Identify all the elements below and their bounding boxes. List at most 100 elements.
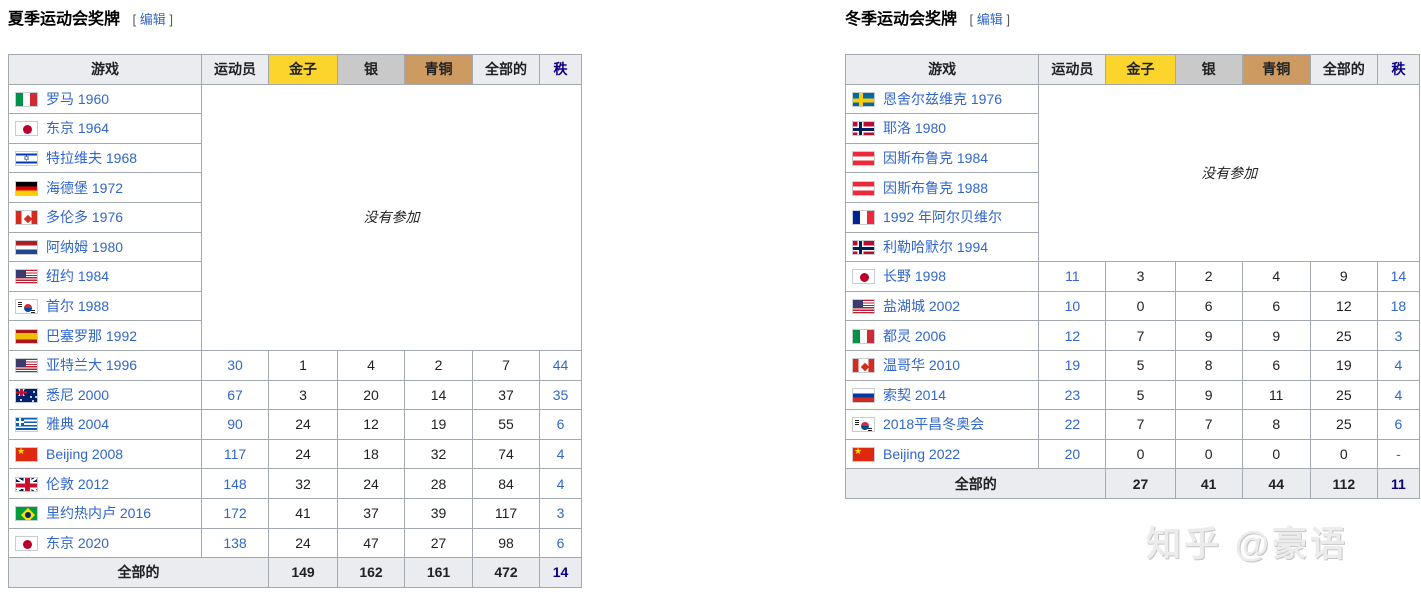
- col-header-total: 全部的: [1309, 54, 1378, 85]
- games-link[interactable]: 悉尼 2000: [46, 386, 110, 403]
- flag-netherlands-icon: [15, 239, 38, 255]
- rank-cell: 6: [1376, 409, 1421, 440]
- flag-brazil-icon: [15, 506, 38, 522]
- games-link[interactable]: 纽约 1984: [46, 268, 110, 285]
- gold-cell: 7: [1105, 320, 1176, 351]
- table-row: 雅典 2004 90 24 12 19 55 6: [8, 409, 582, 440]
- bronze-cell: 8: [1241, 409, 1311, 440]
- total-row: 全部的 27 41 44 112 11: [844, 468, 1421, 499]
- summer-edit-section: [ 编辑 ]: [132, 12, 173, 27]
- flag-israel-icon: [15, 151, 38, 167]
- games-link[interactable]: 索契 2014: [883, 386, 947, 403]
- athletes-cell: 22: [1038, 409, 1107, 440]
- games-link[interactable]: 首尔 1988: [46, 298, 110, 315]
- athletes-cell: 20: [1038, 438, 1107, 470]
- total-cell: 117: [472, 497, 540, 529]
- bronze-cell: 28: [404, 468, 473, 499]
- table-row: 长野 1998 11 3 2 4 9 14: [844, 261, 1421, 292]
- gold-cell: 32: [268, 468, 338, 499]
- total-rank-cell: 11: [1376, 468, 1421, 499]
- games-link[interactable]: 因斯布鲁克 1988: [883, 179, 989, 196]
- edit-bracket-close: ]: [169, 12, 173, 27]
- games-link[interactable]: 亚特兰大 1996: [46, 357, 138, 374]
- games-cell: 2018平昌冬奥会: [844, 409, 1040, 440]
- flag-uk-icon: [15, 476, 38, 492]
- games-link[interactable]: 多伦多 1976: [46, 209, 124, 226]
- rank-cell: 4: [1376, 379, 1421, 411]
- games-cell: 因斯布鲁克 1988: [844, 172, 1040, 203]
- winter-title-text: 冬季运动会奖牌: [845, 11, 958, 28]
- winter-medals-table: 游戏 运动员 金子银青铜 全部的秩恩舍尔兹维克 1976 没有参加 耶洛 1980 因斯布鲁…: [844, 54, 1421, 499]
- flag-usa-icon: [15, 269, 38, 285]
- games-link[interactable]: 盐湖城 2002: [883, 298, 961, 315]
- flag-japan-icon: [852, 269, 875, 285]
- games-link[interactable]: 长野 1998: [883, 268, 947, 285]
- bronze-cell: 14: [404, 379, 473, 411]
- flag-canada-icon: [852, 358, 875, 374]
- rank-cell: 18: [1376, 290, 1421, 322]
- did-not-participate-cell: 没有参加: [1038, 83, 1420, 263]
- games-link[interactable]: 温哥华 2010: [883, 357, 961, 374]
- silver-cell: 4: [337, 349, 405, 381]
- games-link[interactable]: 雅典 2004: [46, 416, 110, 433]
- winter-edit-link[interactable]: 编辑: [976, 12, 1003, 27]
- games-link[interactable]: 利勒哈默尔 1994: [883, 238, 989, 255]
- col-header-rank[interactable]: 秩: [539, 54, 582, 85]
- games-link[interactable]: 都灵 2006: [883, 327, 947, 344]
- bronze-cell: 39: [404, 497, 473, 529]
- athletes-cell: 19: [1038, 349, 1107, 381]
- games-link[interactable]: 阿纳姆 1980: [46, 238, 124, 255]
- silver-cell: 9: [1174, 379, 1243, 411]
- summer-section-title: 夏季运动会奖牌 [ 编辑 ]: [8, 10, 582, 30]
- bronze-cell: 32: [404, 438, 473, 470]
- games-link[interactable]: 东京 1964: [46, 120, 110, 137]
- flag-china-icon: [15, 447, 38, 463]
- games-link[interactable]: Beijing 2022: [883, 446, 961, 463]
- games-link[interactable]: 1992 年阿尔贝维尔: [883, 209, 1003, 226]
- gold-cell: 0: [1105, 438, 1176, 470]
- summer-medal-section: 夏季运动会奖牌 [ 编辑 ] 游戏 运动员 金子银青铜 全部的秩罗马 1960 没有参加…: [8, 10, 582, 588]
- summer-edit-link[interactable]: 编辑: [139, 12, 166, 27]
- rank-cell: 3: [539, 497, 582, 529]
- col-header-games: 游戏: [8, 54, 202, 85]
- games-link[interactable]: 伦敦 2012: [46, 475, 110, 492]
- col-header-rank[interactable]: 秩: [1376, 54, 1421, 85]
- games-cell: 盐湖城 2002: [844, 290, 1040, 322]
- games-cell: 伦敦 2012: [8, 468, 202, 499]
- games-link[interactable]: 耶洛 1980: [883, 120, 947, 137]
- table-row: 首尔 1988: [8, 290, 582, 322]
- silver-cell: 12: [337, 409, 405, 440]
- games-link[interactable]: 里约热内卢 2016: [46, 505, 152, 522]
- games-cell: 都灵 2006: [844, 320, 1040, 351]
- games-link[interactable]: 恩舍尔兹维克 1976: [883, 90, 1003, 107]
- games-cell: 温哥华 2010: [844, 349, 1040, 381]
- flag-usa-icon: [852, 299, 875, 315]
- games-link[interactable]: 海德堡 1972: [46, 179, 124, 196]
- games-link[interactable]: 因斯布鲁克 1984: [883, 150, 989, 167]
- games-cell: 巴塞罗那 1992: [8, 320, 202, 351]
- games-link[interactable]: 特拉维夫 1968: [46, 150, 138, 167]
- games-link[interactable]: 罗马 1960: [46, 90, 110, 107]
- silver-cell: 20: [337, 379, 405, 411]
- bronze-cell: 0: [1241, 438, 1311, 470]
- games-link[interactable]: 东京 2020: [46, 534, 110, 551]
- total-total-cell: 112: [1309, 468, 1378, 499]
- games-link[interactable]: 巴塞罗那 1992: [46, 327, 138, 344]
- col-header-bronze: 青铜: [404, 54, 473, 85]
- col-header-gold: 金子: [268, 54, 338, 85]
- games-cell: Beijing 2022: [844, 438, 1040, 470]
- total-bronze-cell: 44: [1241, 468, 1311, 499]
- edit-bracket-open: [: [132, 12, 137, 27]
- athletes-cell: 138: [201, 527, 269, 559]
- flag-australia-icon: [15, 387, 38, 403]
- flag-france-icon: [852, 210, 875, 226]
- flag-south-korea-icon: [852, 417, 875, 433]
- games-cell: 纽约 1984: [8, 261, 202, 292]
- gold-cell: 3: [268, 379, 338, 411]
- games-link[interactable]: Beijing 2008: [46, 446, 124, 463]
- games-link[interactable]: 2018平昌冬奥会: [883, 416, 985, 433]
- table-row: 海德堡 1972: [8, 172, 582, 203]
